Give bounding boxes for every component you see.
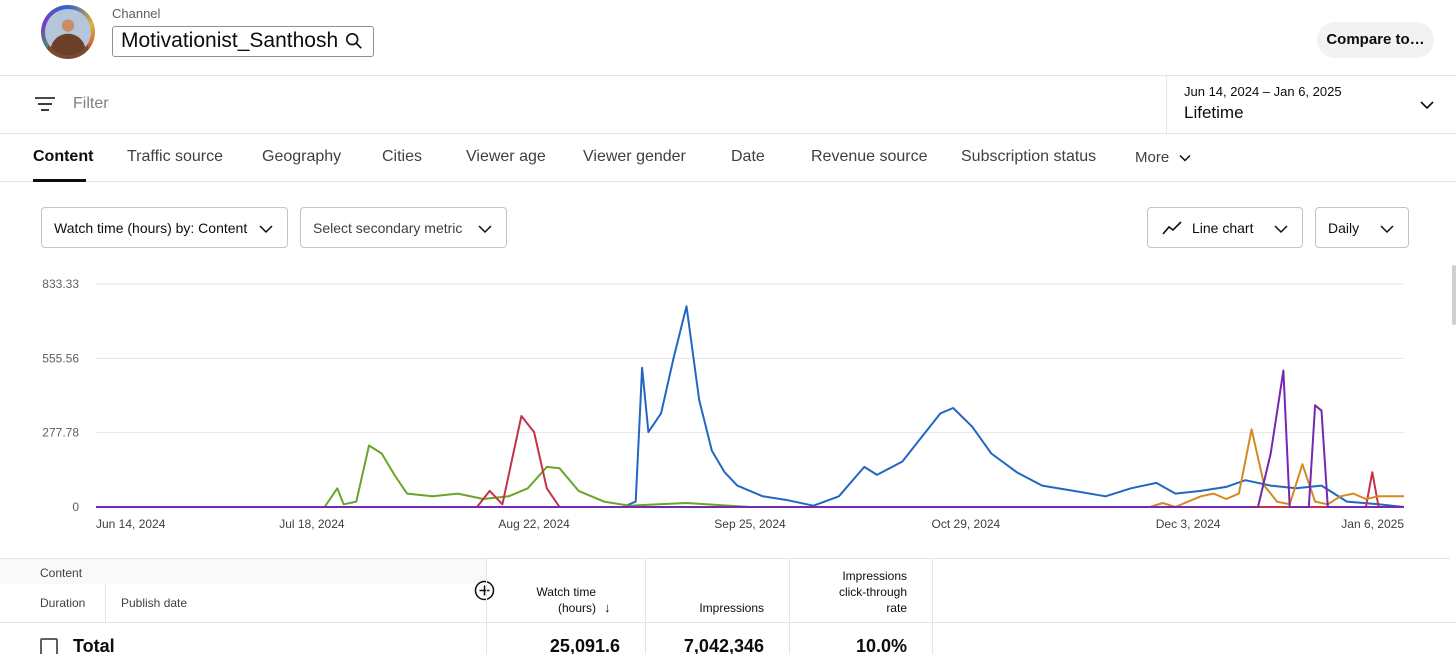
y-tick-label: 833.33 [42, 277, 79, 291]
filter-row: Filter Jun 14, 2024 – Jan 6, 2025 Lifeti… [0, 76, 1456, 134]
ctr-column-header[interactable]: Impressions click-through rate [800, 568, 907, 616]
channel-selector[interactable]: Motivationist_Santhosh [112, 26, 374, 57]
watch-time-header-line1: Watch time [536, 585, 596, 599]
dimension-tabs: Content Traffic source Geography Cities … [0, 134, 1456, 182]
series-line-green[interactable] [96, 444, 1404, 508]
line-chart-icon [1162, 221, 1182, 235]
ctr-header-line2: click-through [838, 585, 907, 599]
tab-more-label: More [1135, 149, 1170, 166]
watch-time-column-header[interactable]: Watch time (hours) [500, 584, 596, 616]
tab-geography[interactable]: Geography [262, 148, 342, 165]
tab-subscription-status[interactable]: Subscription status [961, 148, 1097, 165]
y-tick-label: 277.78 [42, 426, 79, 440]
y-tick-label: 0 [72, 500, 79, 514]
impressions-column-header[interactable]: Impressions [699, 601, 764, 615]
tab-content[interactable]: Content [33, 148, 94, 165]
date-period-text: Lifetime [1184, 103, 1244, 122]
ctr-header-line1: Impressions [842, 569, 907, 583]
watch-time-header-line2: (hours) [500, 600, 596, 616]
secondary-metric-label: Select secondary metric [313, 220, 463, 236]
watch-time-unit: (hours) [557, 601, 596, 615]
divider [932, 558, 933, 654]
compare-to-button[interactable]: Compare to… [1317, 22, 1434, 58]
publish-date-column-header[interactable]: Publish date [121, 596, 188, 610]
date-range-picker[interactable]: Jun 14, 2024 – Jan 6, 2025 Lifetime [1166, 76, 1456, 134]
date-range-text: Jun 14, 2024 – Jan 6, 2025 [1184, 84, 1342, 99]
scrollbar[interactable] [1452, 265, 1456, 325]
tab-date[interactable]: Date [731, 148, 765, 165]
primary-metric-label: Watch time (hours) by: Content [54, 220, 248, 236]
chevron-down-icon [478, 225, 492, 234]
chevron-down-icon [1274, 225, 1288, 234]
search-icon[interactable] [345, 32, 363, 50]
x-tick-label: Oct 29, 2024 [932, 517, 1001, 531]
tab-more[interactable]: More [1135, 149, 1191, 166]
total-impressions: 7,042,346 [683, 636, 764, 654]
divider [105, 584, 106, 622]
divider [0, 622, 1456, 623]
filter-icon[interactable] [35, 96, 55, 112]
series-line-blue[interactable] [96, 305, 1405, 508]
duration-column-header[interactable]: Duration [40, 596, 86, 610]
chart-type-dropdown[interactable]: Line chart [1147, 207, 1303, 248]
tab-revenue-source[interactable]: Revenue source [811, 148, 928, 165]
tab-viewer-age[interactable]: Viewer age [466, 148, 546, 165]
divider [486, 558, 487, 654]
secondary-metric-dropdown[interactable]: Select secondary metric [300, 207, 507, 248]
channel-name: Motivationist_Santhosh [121, 29, 339, 52]
x-tick-label: Sep 25, 2024 [714, 517, 786, 531]
divider [645, 558, 646, 654]
total-watch-time: 25,091.6 [549, 636, 620, 654]
x-tick-label: Jan 6, 2025 [1341, 517, 1404, 531]
chevron-down-icon [1380, 225, 1394, 234]
y-tick-label: 555.56 [42, 351, 79, 365]
granularity-dropdown[interactable]: Daily [1315, 207, 1409, 248]
tab-viewer-gender[interactable]: Viewer gender [583, 148, 686, 165]
content-table: Content Duration Publish date Watch time… [0, 558, 1456, 654]
divider [486, 558, 1450, 559]
add-column-icon[interactable] [474, 580, 495, 601]
x-tick-label: Dec 3, 2024 [1156, 517, 1221, 531]
content-column-header[interactable]: Content [40, 566, 83, 580]
sort-descending-icon[interactable]: ↓ [604, 600, 611, 615]
granularity-label: Daily [1328, 220, 1360, 236]
active-tab-indicator [33, 179, 86, 182]
chevron-down-icon [1420, 101, 1434, 110]
tab-traffic-source[interactable]: Traffic source [127, 148, 224, 165]
series-line-red[interactable] [96, 415, 1404, 508]
primary-metric-dropdown[interactable]: Watch time (hours) by: Content [41, 207, 288, 248]
chevron-down-icon [259, 225, 273, 234]
table-header-content-cell: Content [0, 558, 486, 584]
channel-label: Channel [112, 6, 161, 21]
filter-input[interactable]: Filter [73, 95, 109, 112]
x-tick-label: Jun 14, 2024 [96, 517, 166, 531]
series-line-orange[interactable] [96, 428, 1404, 508]
chart-type-label: Line chart [1192, 220, 1254, 236]
channel-header: Channel Motivationist_Santhosh Compare t… [0, 0, 1456, 76]
tab-cities[interactable]: Cities [382, 148, 423, 165]
channel-avatar[interactable] [41, 5, 95, 59]
select-total-checkbox[interactable] [40, 638, 58, 654]
total-row-label: Total [73, 636, 115, 654]
ctr-header-line3: rate [886, 601, 907, 615]
x-tick-label: Jul 18, 2024 [279, 517, 345, 531]
divider [789, 558, 790, 654]
total-ctr: 10.0% [855, 636, 907, 654]
x-tick-label: Aug 22, 2024 [498, 517, 570, 531]
chevron-down-icon [1179, 155, 1191, 162]
watch-time-line-chart: 833.33 555.56 277.78 0 Jun 14, 2024 Jul 18, 2… [42, 277, 1405, 531]
series-line-purple[interactable] [96, 369, 1404, 508]
